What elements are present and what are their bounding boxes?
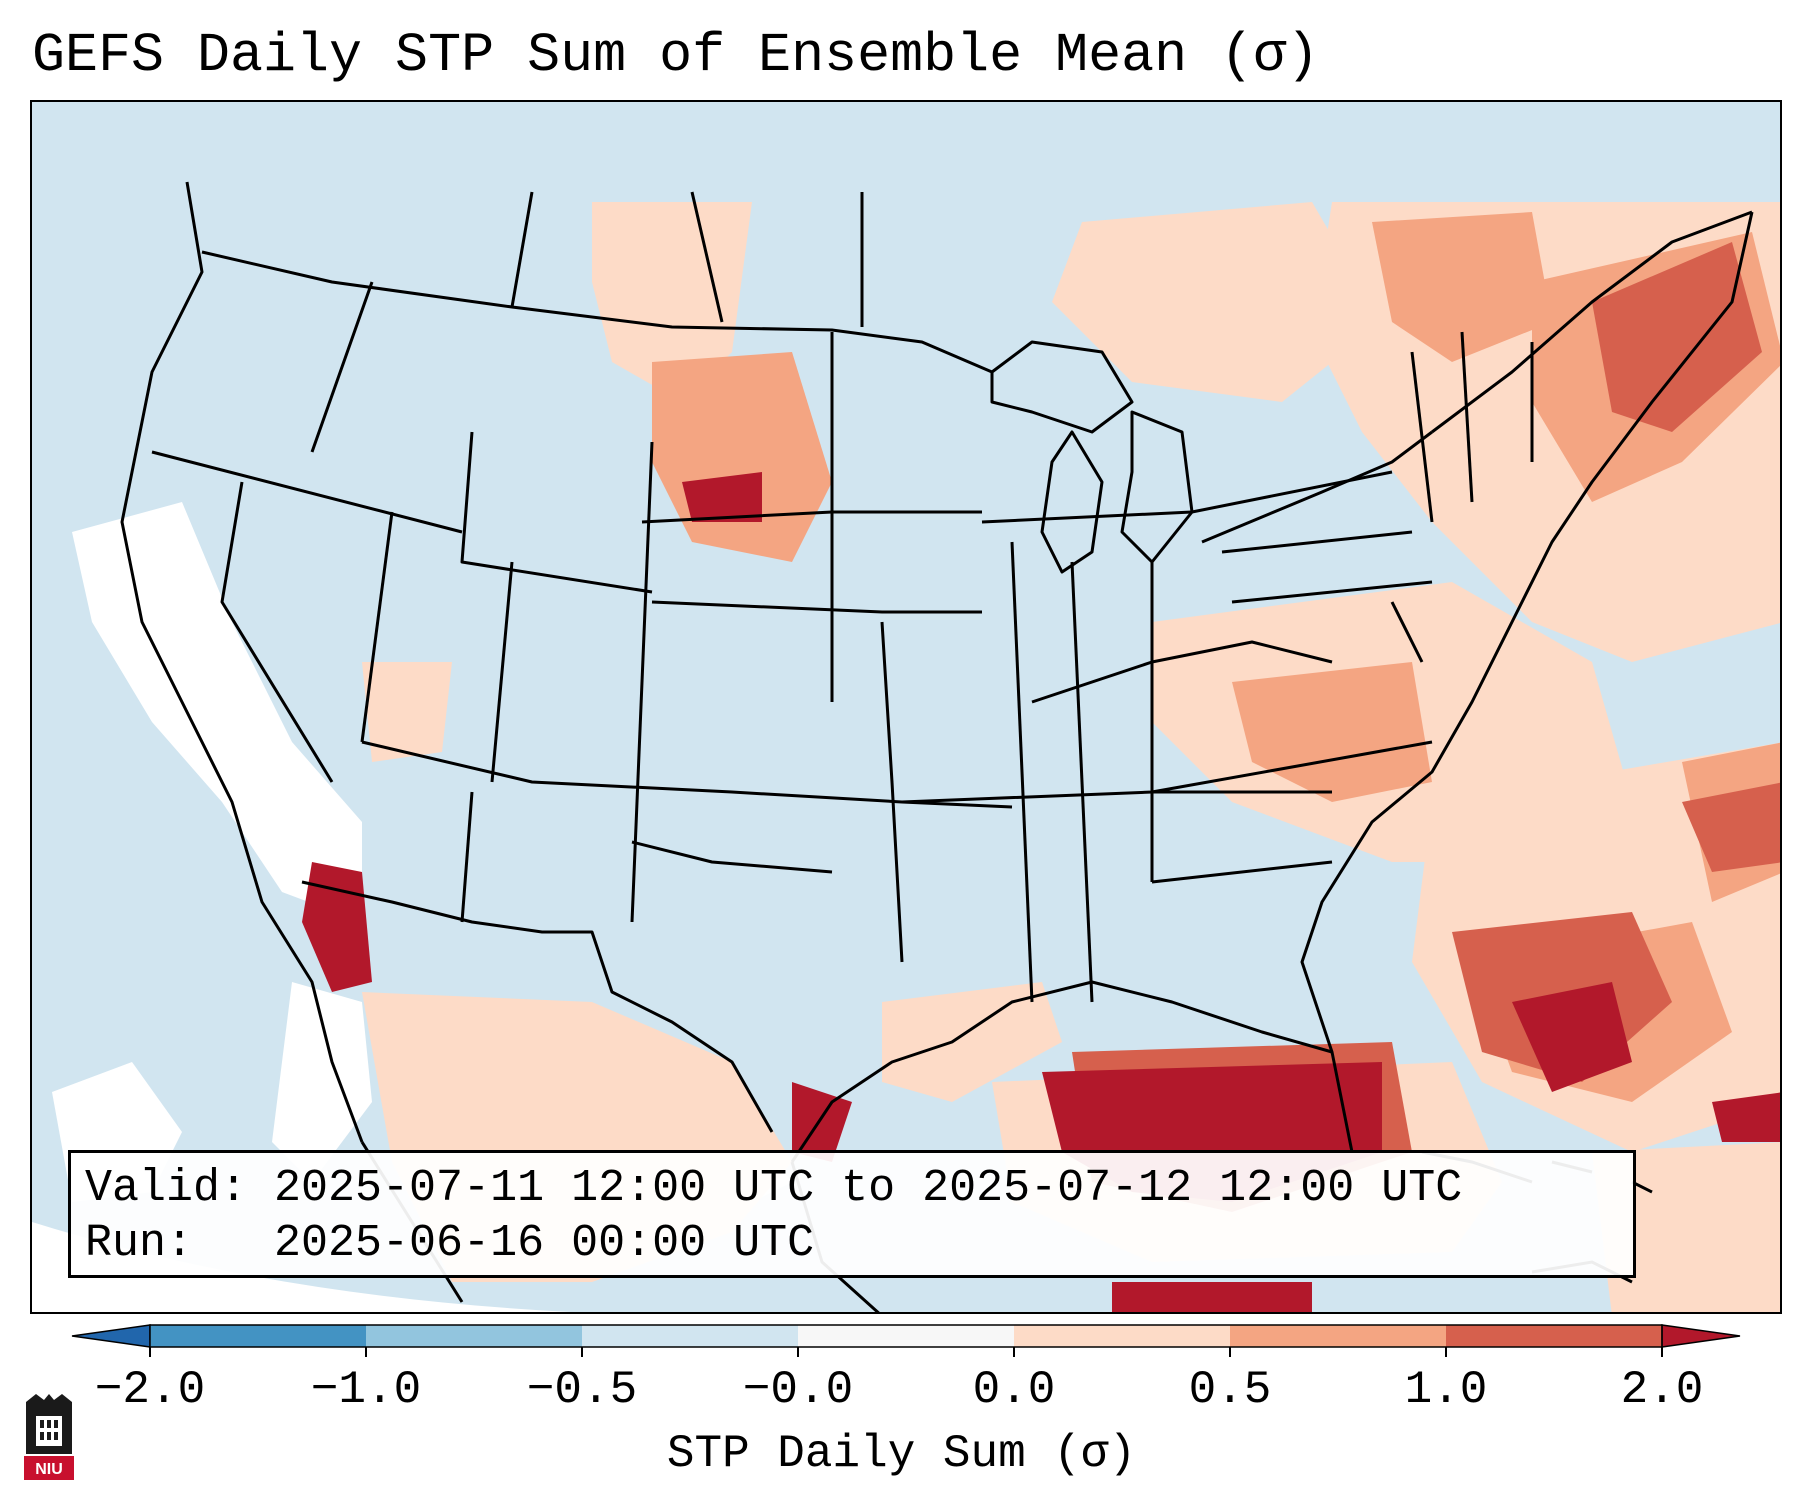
colorbar-segment xyxy=(582,1325,799,1347)
domain-edge-left xyxy=(32,1222,572,1312)
colorbar-segment xyxy=(1230,1325,1447,1347)
colorbar-tick-label: 2.0 xyxy=(1620,1364,1704,1416)
colorbar-segment xyxy=(1014,1325,1231,1347)
niu-logo: NIU xyxy=(24,1394,74,1480)
colorbar-segment xyxy=(1446,1325,1663,1347)
map-panel: Valid: 2025-07-11 12:00 UTC to 2025-07-1… xyxy=(30,100,1782,1314)
colorbar-label: STP Daily Sum (σ) xyxy=(666,1428,1137,1480)
run-line: Run: 2025-06-16 00:00 UTC xyxy=(85,1218,815,1269)
colorbar-tick-label: 1.0 xyxy=(1404,1364,1488,1416)
chart-title: GEFS Daily STP Sum of Ensemble Mean (σ) xyxy=(32,24,1320,87)
colorbar-tick-label: −2.0 xyxy=(94,1364,206,1416)
colorbar-extend-low xyxy=(71,1324,151,1348)
colorbar-extend-high xyxy=(1661,1324,1741,1348)
colorbar-tick-label: 0.5 xyxy=(1188,1364,1272,1416)
borders xyxy=(120,181,1754,1312)
logo-text: NIU xyxy=(35,1461,63,1478)
colorbar-tick-label: −0.0 xyxy=(742,1364,854,1416)
map-canvas xyxy=(32,102,1780,1312)
colorbar-segment xyxy=(150,1325,367,1347)
colorbar-segment xyxy=(798,1325,1015,1347)
colorbar-segment xyxy=(366,1325,583,1347)
colorbar-frame xyxy=(149,1324,1663,1348)
colorbar-tick-label: −1.0 xyxy=(310,1364,422,1416)
valid-time-box: Valid: 2025-07-11 12:00 UTC to 2025-07-1… xyxy=(68,1150,1636,1278)
valid-line: Valid: 2025-07-11 12:00 UTC to 2025-07-1… xyxy=(85,1163,1463,1214)
colorbar-tick-label: 0.0 xyxy=(972,1364,1056,1416)
colorbar-tick-label: −0.5 xyxy=(526,1364,638,1416)
